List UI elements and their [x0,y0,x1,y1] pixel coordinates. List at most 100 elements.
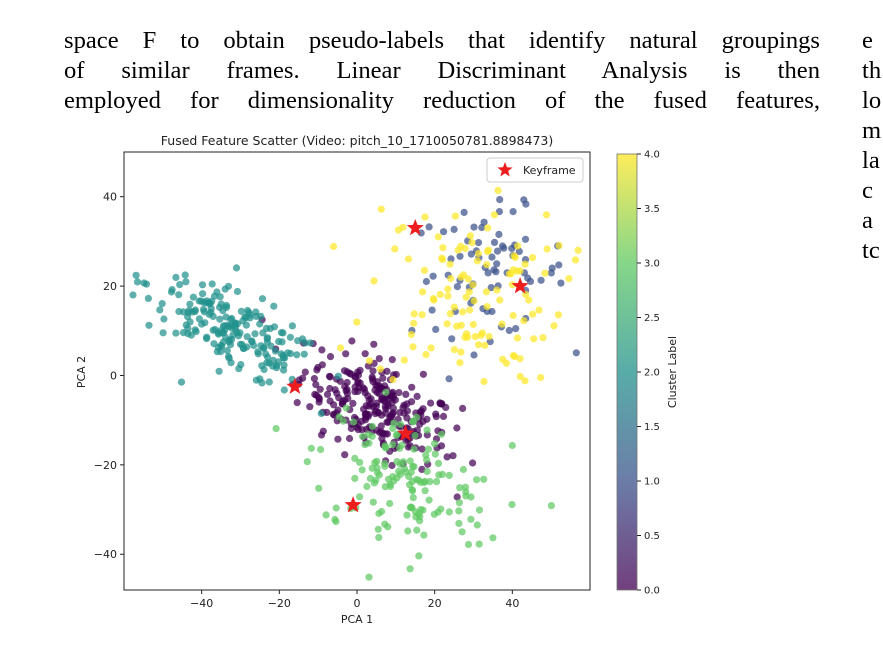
scatter-point [471,333,479,341]
scatter-point [438,254,446,262]
scatter-point [335,394,343,402]
scatter-point [172,273,180,281]
scatter-point [199,290,207,298]
scatter-point [243,333,251,341]
scatter-point [410,319,418,327]
scatter-point [446,310,454,318]
scatter-point [433,478,441,486]
colorbar-tick-label: 0.0 [644,586,660,597]
scatter-point [392,370,400,379]
scatter-point [409,343,417,351]
scatter-point [389,409,397,417]
paragraph-line-1: space F to obtain pseudo-labels that ide… [64,27,820,54]
scatter-point [375,471,383,479]
scatter-point [521,260,529,268]
scatter-point [197,297,205,305]
scatter-point [342,387,350,395]
scatter-point [181,271,189,279]
scatter-point [386,482,394,491]
scatter-point [388,461,396,470]
scatter-point [436,399,444,407]
scatter-point [368,464,376,472]
scatter-point [323,390,332,398]
scatter-point [273,364,281,372]
keyframe-marker [344,496,362,513]
scatter-point [369,498,377,506]
right-column-text: e th lo m la c a tc [862,26,883,266]
scatter-point [299,374,307,382]
scatter-point [258,295,267,303]
scatter-point [231,320,240,328]
scatter-point [403,414,411,422]
scatter-point [474,239,483,247]
scatter-point [389,376,397,384]
scatter-point [377,422,385,430]
scatter-point [450,303,458,311]
legend: Keyframe [486,157,584,183]
scatter-point [203,335,211,343]
scatter-point [374,525,382,533]
scatter-point [270,323,279,331]
scatter-point [316,385,324,393]
scatter-point [522,200,530,208]
scatter-point [423,426,431,434]
scatter-point [373,457,381,465]
scatter-point [363,482,371,491]
scatter-point [438,470,446,478]
scatter-point [399,458,407,466]
colorbar-tick-label: 2.5 [644,313,660,324]
scatter-point [175,291,183,299]
scatter-point [307,444,315,452]
scatter-point [509,266,517,274]
scatter-point [470,297,478,305]
scatter-point [356,379,364,387]
scatter-point [389,424,397,432]
scatter-point [389,441,397,449]
scatter-point [280,386,288,394]
scatter-point [459,404,467,412]
scatter-point [548,264,556,272]
scatter-point [450,346,458,354]
scatter-point [217,341,225,349]
scatter-point [445,471,453,479]
scatter-point [377,205,385,213]
scatter-point [431,450,439,458]
scatter-point [366,400,375,408]
scatter-point [286,333,294,341]
scatter-point [481,341,489,349]
legend-star-icon [497,162,513,177]
scatter-point [484,246,492,254]
scatter-point [358,466,366,474]
scatter-point [213,288,221,296]
scatter-point [300,350,308,358]
scatter-point [334,435,342,443]
colorbar-tick-label: 1.0 [644,477,660,488]
scatter-point [403,511,411,519]
scatter-point [406,565,414,573]
scatter-point [484,224,492,232]
scatter-point [400,465,408,473]
scatter-point [389,473,397,481]
scatter-point [423,467,431,475]
scatter-point [423,456,431,464]
scatter-point [406,504,414,512]
scatter-point [293,399,301,407]
scatter-point [339,417,347,425]
points-layer [129,186,582,581]
scatter-point [443,320,451,328]
scatter-point [410,310,418,318]
scatter-point [515,247,523,255]
scatter-point [349,399,357,407]
scatter-point [376,365,384,373]
scatter-point [543,245,551,253]
scatter-point [312,381,320,389]
scatter-point [189,293,197,301]
scatter-point [350,418,358,426]
scatter-point [508,500,516,509]
scatter-point [277,329,286,337]
scatter-point [437,505,445,513]
scatter-point [434,459,443,467]
scatter-point [345,434,354,443]
right-column-line: a [862,207,873,234]
scatter-point [172,329,180,337]
